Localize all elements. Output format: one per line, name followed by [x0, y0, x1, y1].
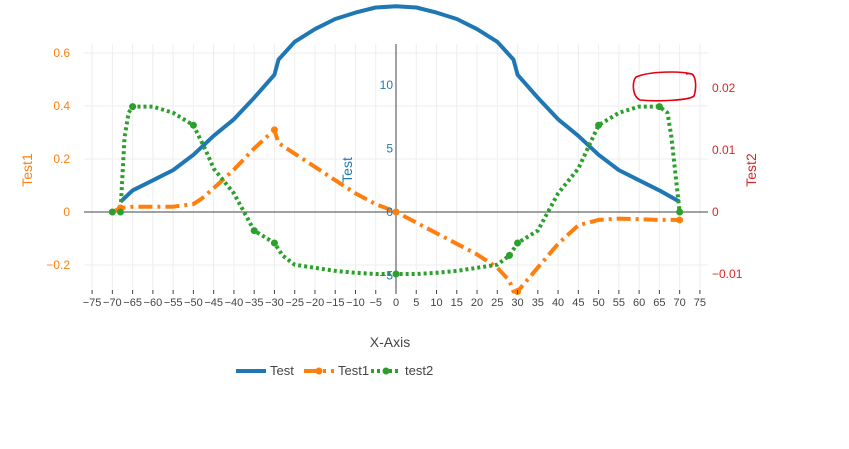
x-tick-label-0: −75 — [83, 297, 102, 309]
axes-layer: −75 −70 −65 −60 −55 −50 −45 −40 −35 −30 −25 −20 −15−… — [46, 46, 742, 309]
x-tick-label-14: −5 — [369, 297, 382, 309]
marker-test2-4 — [250, 227, 258, 235]
x-tick-label-10: −25 — [285, 297, 304, 309]
x-tick-label-6: −45 — [204, 297, 223, 309]
x-tick-label-28: 65 — [653, 297, 665, 309]
x-tick-label-16: 5 — [413, 297, 419, 309]
x-tick-label-26: 55 — [613, 297, 625, 309]
series-line-test1 — [111, 127, 680, 294]
x-tick-label-17: 10 — [430, 297, 442, 309]
test1-tick-label-1: 0 — [63, 205, 70, 219]
test-tick-label-2: 5 — [386, 142, 393, 156]
x-tick-label-20: 25 — [491, 297, 503, 309]
x-tick-label-13: −10 — [346, 297, 365, 309]
test-tick-label-1: 0 — [386, 205, 393, 219]
x-tick-label-29: 70 — [674, 297, 686, 309]
x-tick-label-24: 45 — [572, 297, 584, 309]
test2-tick-label-2: 0.01 — [712, 143, 736, 157]
y-axis-title-test: Test — [339, 157, 355, 183]
marker-test2-11 — [676, 208, 684, 216]
x-tick-label-8: −35 — [245, 297, 264, 309]
markers-layer — [108, 103, 684, 295]
marker-test2-10 — [655, 103, 663, 111]
x-tick-label-11: −20 — [306, 297, 325, 309]
x-tick-label-4: −55 — [164, 297, 183, 309]
grid-lines — [84, 44, 708, 290]
marker-test2-3 — [189, 121, 197, 129]
x-tick-label-1: −70 — [103, 297, 122, 309]
x-tick-label-12: −15 — [326, 297, 345, 309]
marker-test1-4 — [676, 216, 684, 224]
legend-label-test2[interactable]: test2 — [405, 363, 433, 378]
x-tick-label-23: 40 — [552, 297, 564, 309]
test1-tick-label-2: 0.2 — [53, 152, 70, 166]
y-axis-title-test1: Test1 — [19, 153, 35, 187]
test1-tick-label-3: 0.4 — [53, 99, 70, 113]
x-tick-label-19: 20 — [471, 297, 483, 309]
legend-marker-test1 — [315, 367, 323, 375]
test2-tick-label-0: −0.01 — [712, 267, 743, 281]
x-tick-label-21: 30 — [511, 297, 523, 309]
test-tick-label-3: 10 — [380, 78, 394, 92]
x-tick-label-2: −65 — [123, 297, 142, 309]
series-layer — [111, 4, 682, 294]
x-tick-label-22: 35 — [532, 297, 544, 309]
x-tick-label-25: 50 — [592, 297, 604, 309]
marker-test1-2 — [392, 208, 400, 216]
series-line-test2 — [112, 104, 682, 276]
marker-test2-2 — [129, 103, 137, 111]
marker-test2-5 — [270, 239, 278, 247]
legend-marker-test2 — [382, 367, 390, 375]
test-tick-label-0: −5 — [379, 269, 393, 283]
x-axis-title: X-Axis — [370, 334, 410, 350]
test2-tick-label-3: 0.02 — [712, 81, 736, 95]
x-tick-label-30: 75 — [694, 297, 706, 309]
x-tick-label-7: −40 — [225, 297, 244, 309]
legend-label-test[interactable]: Test — [270, 363, 294, 378]
test1-tick-label-0: −0.2 — [46, 258, 70, 272]
marker-test2-0 — [108, 208, 116, 216]
marker-test2-7 — [505, 251, 513, 259]
marker-test2-9 — [595, 121, 603, 129]
x-tick-label-27: 60 — [633, 297, 645, 309]
x-tick-label-3: −60 — [144, 297, 163, 309]
y-axis-title-test2: Test2 — [743, 153, 759, 187]
test2-tick-label-1: 0 — [712, 205, 719, 219]
test1-tick-label-4: 0.6 — [53, 46, 70, 60]
x-tick-label-9: −30 — [265, 297, 284, 309]
marker-test2-1 — [116, 208, 124, 216]
marker-test1-1 — [270, 126, 278, 134]
x-tick-label-15: 0 — [393, 297, 399, 309]
x-tick-label-18: 15 — [451, 297, 463, 309]
series-line-test — [119, 4, 681, 204]
marker-test2-8 — [514, 239, 522, 247]
x-tick-label-5: −50 — [184, 297, 203, 309]
legend-label-test1[interactable]: Test1 — [338, 363, 369, 378]
legend: Test Test1 test2 — [236, 363, 433, 378]
red-circle-annotation — [632, 71, 697, 102]
marker-test2-6 — [392, 270, 400, 278]
